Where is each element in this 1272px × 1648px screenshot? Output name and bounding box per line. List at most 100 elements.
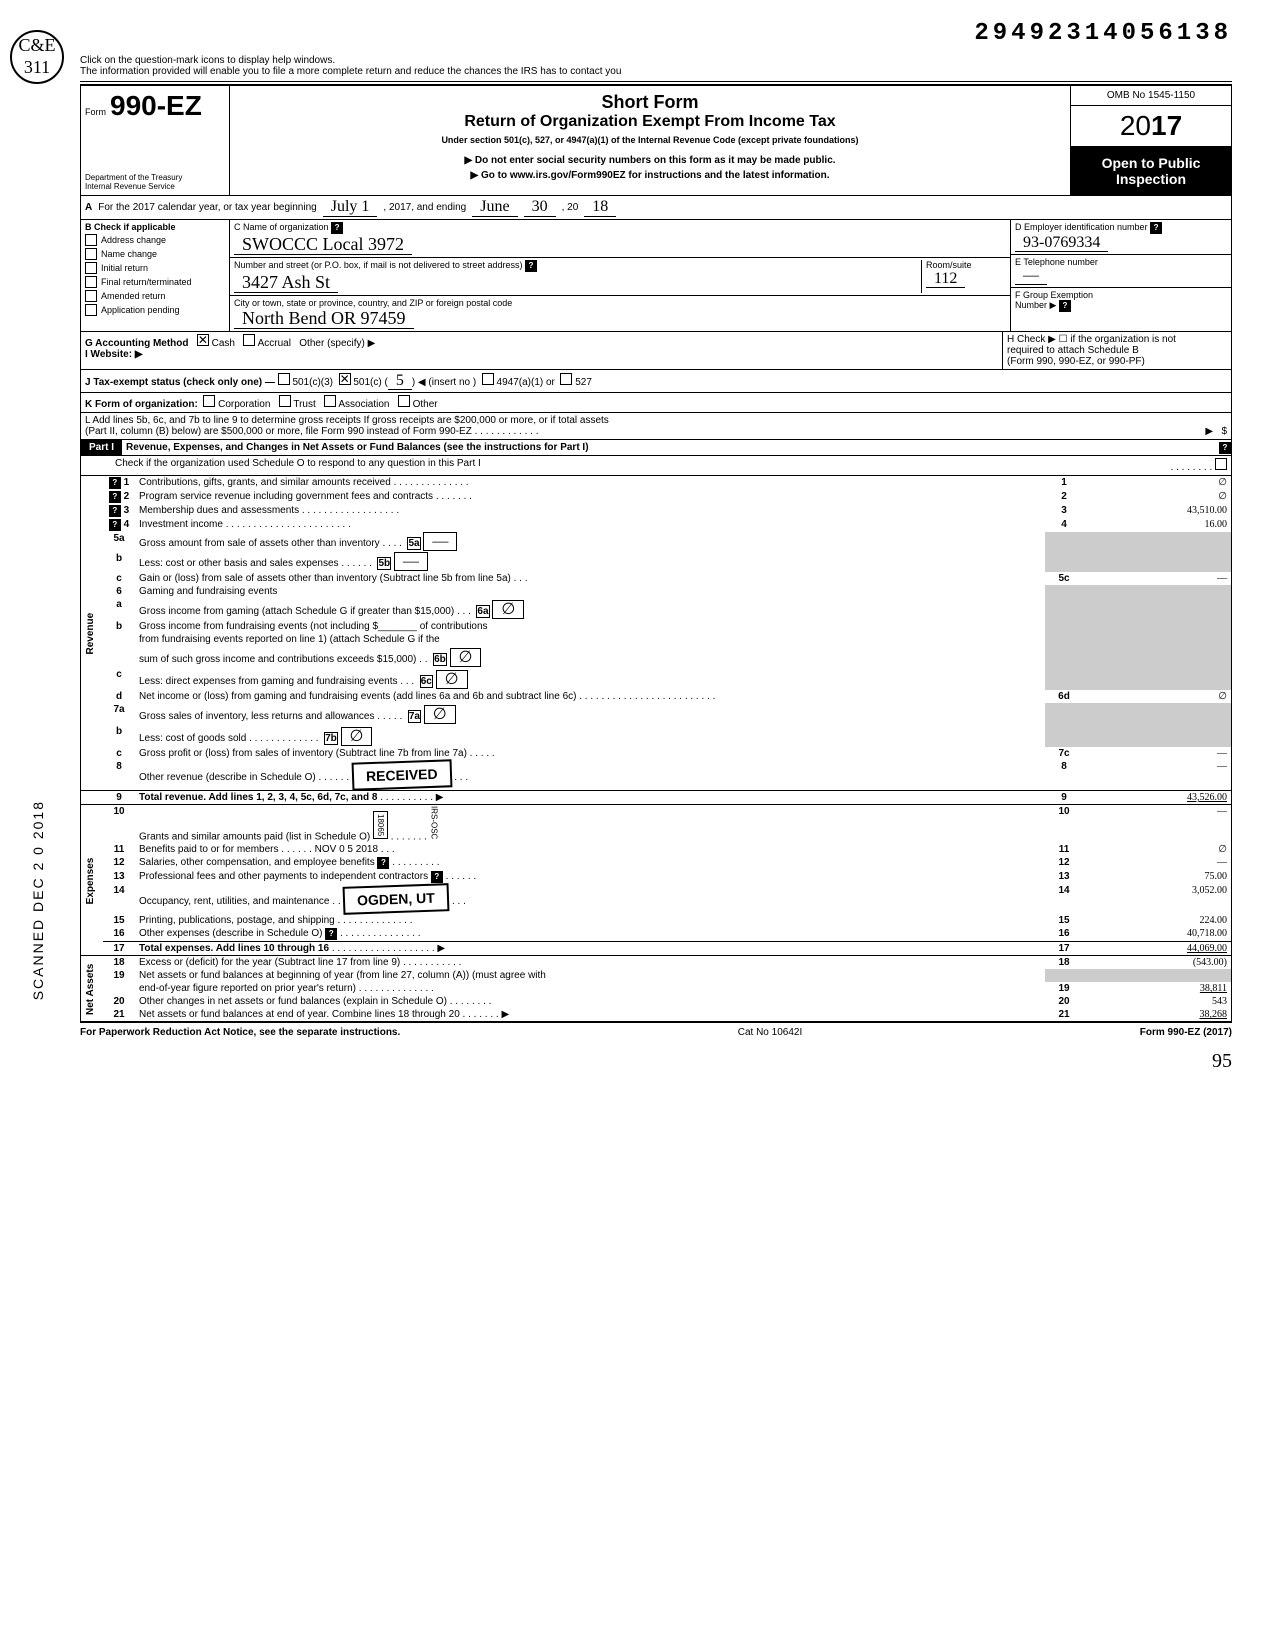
part1-header: Part I Revenue, Expenses, and Changes in…	[80, 440, 1232, 456]
line2-val: ∅	[1083, 490, 1232, 504]
line7a-val: ∅	[424, 705, 456, 724]
checkbox-527[interactable]	[560, 373, 572, 385]
line5c-val: —	[1083, 572, 1232, 585]
end-month: June	[472, 198, 517, 217]
part1-check: Check if the organization used Schedule …	[80, 456, 1232, 476]
checkbox-other-org[interactable]	[398, 395, 410, 407]
corner-line1: C&E	[18, 35, 55, 57]
checkbox-trust[interactable]	[279, 395, 291, 407]
page-number-bottom: 95	[80, 1050, 1232, 1073]
line6c-val: ∅	[436, 670, 468, 689]
form-number: 990-EZ	[110, 90, 202, 122]
city-state-zip: North Bend OR 97459	[234, 308, 414, 329]
line12-val: —	[1083, 856, 1232, 870]
footer-left: For Paperwork Reduction Act Notice, see …	[80, 1027, 400, 1038]
footer-right: Form 990-EZ (2017)	[1140, 1027, 1232, 1038]
line13-val: 75.00	[1083, 870, 1232, 884]
help-icon[interactable]: ?	[525, 260, 537, 272]
help-icon[interactable]: ?	[1150, 222, 1162, 234]
line1-val: ∅	[1083, 476, 1232, 490]
checkbox-schedule-o[interactable]	[1215, 458, 1227, 470]
dept-treasury: Department of the Treasury	[85, 173, 225, 182]
under-section: Under section 501(c), 527, or 4947(a)(1)…	[236, 135, 1064, 145]
date-stamp: NOV 0 5 2018	[315, 844, 378, 855]
line19-val: 38,811	[1083, 982, 1232, 995]
line14-val: 3,052.00	[1083, 884, 1232, 914]
irs-osc-stamp: IRS-OSC	[430, 806, 439, 839]
help-icon[interactable]: ?	[1059, 300, 1071, 312]
phone: —	[1015, 267, 1047, 285]
row-k: K Form of organization: Corporation Trus…	[80, 393, 1232, 413]
end-day: 30	[524, 198, 556, 217]
line11-val: ∅	[1083, 843, 1232, 856]
line5a-val: —	[423, 532, 457, 551]
line16-val: 40,718.00	[1083, 927, 1232, 942]
checkbox-501c[interactable]	[339, 373, 351, 385]
line7b-val: ∅	[341, 727, 373, 746]
do-not-enter: ▶ Do not enter social security numbers o…	[236, 155, 1064, 166]
efile-stamp: 18065	[373, 811, 388, 839]
open-to-public: Open to Public Inspection	[1071, 147, 1231, 195]
checkbox-initial-return[interactable]	[85, 262, 97, 274]
line20-val: 543	[1083, 995, 1232, 1008]
line5b-val: —	[394, 552, 428, 571]
row-a-tax-year: A For the 2017 calendar year, or tax yea…	[80, 196, 1232, 220]
row-ghi: G Accounting Method Cash Accrual Other (…	[80, 332, 1232, 370]
col-b-checkboxes: B Check if applicable Address change Nam…	[81, 220, 230, 331]
section-bcdef: B Check if applicable Address change Nam…	[80, 220, 1232, 332]
checkbox-501c3[interactable]	[278, 373, 290, 385]
form-header: Form 990-EZ Department of the Treasury I…	[80, 84, 1232, 196]
line18-val: (543.00)	[1083, 956, 1232, 970]
501c-number: 5	[388, 372, 412, 390]
page-number-top: 29492314056138	[40, 20, 1232, 47]
omb-number: OMB No 1545-1150	[1071, 86, 1231, 106]
checkbox-amended[interactable]	[85, 290, 97, 302]
room-suite: 112	[926, 270, 965, 288]
checkbox-corp[interactable]	[203, 395, 215, 407]
checkbox-pending[interactable]	[85, 304, 97, 316]
ein: 93-0769334	[1015, 234, 1108, 252]
line17-val: 44,069.00	[1083, 942, 1232, 956]
checkbox-accrual[interactable]	[243, 334, 255, 346]
revenue-expenses-table: Revenue ? 1 Contributions, gifts, grants…	[80, 476, 1232, 1022]
return-title: Return of Organization Exempt From Incom…	[236, 113, 1064, 131]
ogden-stamp: OGDEN, UT	[343, 884, 450, 916]
row-l: L Add lines 5b, 6c, and 7b to line 9 to …	[80, 413, 1232, 440]
checkbox-address-change[interactable]	[85, 234, 97, 246]
end-year: 18	[584, 198, 616, 217]
scan-date-stamp: SCANNED DEC 2 0 2018	[30, 800, 46, 1000]
goto-link: ▶ Go to www.irs.gov/Form990EZ for instru…	[236, 170, 1064, 181]
line6d-val: ∅	[1083, 690, 1232, 703]
line15-val: 224.00	[1083, 914, 1232, 927]
corner-line2: 311	[24, 57, 50, 79]
checkbox-assoc[interactable]	[324, 395, 336, 407]
line4-val: 16.00	[1083, 518, 1232, 532]
help-text: Click on the question-mark icons to disp…	[80, 51, 1232, 82]
help-line2: The information provided will enable you…	[80, 66, 1232, 77]
form-label: Form	[85, 107, 106, 117]
short-form-title: Short Form	[236, 92, 1064, 113]
line9-val: 43,526.00	[1083, 791, 1232, 805]
checkbox-cash[interactable]	[197, 334, 209, 346]
col-def: D Employer identification number ? 93-07…	[1011, 220, 1231, 331]
tax-year: 2017	[1071, 106, 1231, 147]
line3-val: 43,510.00	[1083, 504, 1232, 518]
netassets-label: Net Assets	[81, 956, 104, 1022]
line6a-val: ∅	[492, 600, 524, 619]
row-j: J Tax-exempt status (check only one) — 5…	[80, 370, 1232, 393]
revenue-label: Revenue	[81, 476, 104, 791]
line7c-val: —	[1083, 747, 1232, 760]
col-c-org-info: C Name of organization ? SWOCCC Local 39…	[230, 220, 1011, 331]
help-icon[interactable]: ?	[1219, 442, 1231, 454]
irs-label: Internal Revenue Service	[85, 182, 225, 191]
footer-center: Cat No 10642I	[738, 1027, 803, 1038]
checkbox-final-return[interactable]	[85, 276, 97, 288]
checkbox-name-change[interactable]	[85, 248, 97, 260]
checkbox-4947[interactable]	[482, 373, 494, 385]
street-address: 3427 Ash St	[234, 272, 338, 293]
received-stamp: RECEIVED	[351, 759, 451, 790]
line6b-val: ∅	[450, 648, 482, 667]
help-icon[interactable]: ?	[331, 222, 343, 234]
help-line1: Click on the question-mark icons to disp…	[80, 55, 1232, 66]
expenses-label: Expenses	[81, 805, 104, 956]
